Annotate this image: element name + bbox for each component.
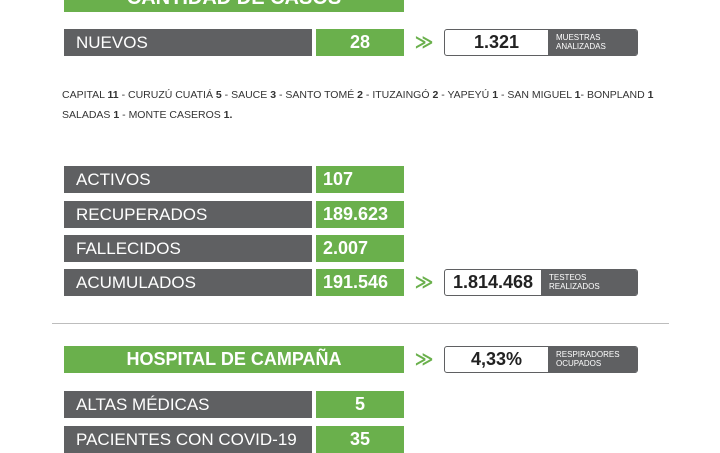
nuevos-value: 28: [316, 29, 404, 56]
pacientes-covid-value: 35: [316, 426, 404, 453]
respiradores-label: RESPIRADORES OCUPADOS: [548, 347, 637, 372]
dept-count: 2: [432, 89, 439, 101]
section-header-hospital: HOSPITAL DE CAMPAÑA: [64, 346, 404, 373]
dept-name: CAPITAL: [62, 89, 105, 101]
dept-name: SAUCE: [231, 89, 268, 101]
activos-label: ACTIVOS: [64, 166, 312, 193]
dept-name: ITUZAINGÓ: [372, 89, 430, 101]
dept-name: BONPLAND: [586, 89, 645, 101]
dept-name: MONTE CASEROS: [128, 109, 221, 121]
dept-separator: -: [278, 89, 283, 101]
muestras-box: 1.321 MUESTRAS ANALIZADAS: [444, 29, 638, 56]
altas-medicas-value: 5: [316, 391, 404, 418]
dept-separator: -: [500, 89, 505, 101]
dept-separator: -: [441, 89, 445, 101]
testeos-value: 1.814.468: [452, 272, 534, 292]
dept-separator: -: [365, 89, 370, 101]
chevron-double-right-icon: ≫: [414, 349, 434, 369]
muestras-label-line1: MUESTRAS: [556, 33, 601, 42]
respiradores-box: 4,33% RESPIRADORES OCUPADOS: [444, 346, 638, 373]
acumulados-label: ACUMULADOS: [64, 269, 312, 296]
dept-separator: -: [224, 89, 229, 101]
dept-count: 1.: [223, 109, 233, 121]
testeos-label-line2: REALIZADOS: [549, 282, 600, 291]
departments-line-2: SALADAS 1 - MONTE CASEROS 1.: [62, 105, 232, 125]
recuperados-value: 189.623: [316, 201, 404, 228]
dept-separator: -: [122, 109, 126, 121]
respiradores-label-line1: RESPIRADORES: [556, 350, 620, 359]
activos-value: 107: [316, 166, 404, 193]
respiradores-value: 4,33%: [470, 349, 523, 369]
dept-count: 1: [647, 89, 654, 101]
section-header-cases: CANTIDAD DE CASOS: [64, 0, 404, 12]
dept-count: 1: [113, 109, 120, 121]
dept-count: 1: [574, 89, 581, 101]
pacientes-covid-label: PACIENTES CON COVID-19: [64, 426, 312, 453]
testeos-label: TESTEOS REALIZADOS: [541, 270, 637, 295]
respiradores-label-line2: OCUPADOS: [556, 359, 602, 368]
dept-separator: -: [580, 89, 585, 101]
dept-name: SANTO TOMÉ: [285, 89, 355, 101]
dept-name: SAN MIGUEL: [507, 89, 572, 101]
departments-line-1: CAPITAL 11 - CURUZÚ CUATIÁ 5 - SAUCE 3 -…: [62, 85, 653, 105]
dept-name: CURUZÚ CUATIÁ: [127, 89, 213, 101]
dept-count: 11: [107, 89, 119, 101]
muestras-label-line2: ANALIZADAS: [556, 42, 606, 51]
altas-medicas-label: ALTAS MÉDICAS: [64, 391, 312, 418]
nuevos-label: NUEVOS: [64, 29, 312, 56]
dept-count: 1: [492, 89, 499, 101]
fallecidos-value: 2.007: [316, 235, 404, 262]
dept-name: YAPEYÚ: [447, 89, 490, 101]
acumulados-value: 191.546: [316, 269, 404, 296]
recuperados-label: RECUPERADOS: [64, 201, 312, 228]
section-divider: [52, 323, 669, 324]
dept-count: 3: [270, 89, 277, 101]
chevron-double-right-icon: ≫: [414, 272, 434, 292]
testeos-box: 1.814.468 TESTEOS REALIZADOS: [444, 269, 638, 296]
chevron-double-right-icon: ≫: [414, 32, 434, 52]
dept-separator: -: [121, 89, 126, 101]
testeos-label-line1: TESTEOS: [549, 273, 587, 282]
dept-name: SALADAS: [62, 109, 111, 121]
dept-count: 5: [215, 89, 222, 101]
muestras-label: MUESTRAS ANALIZADAS: [548, 30, 637, 55]
dept-count: 2: [357, 89, 363, 101]
fallecidos-label: FALLECIDOS: [64, 235, 312, 262]
muestras-value: 1.321: [473, 32, 520, 52]
